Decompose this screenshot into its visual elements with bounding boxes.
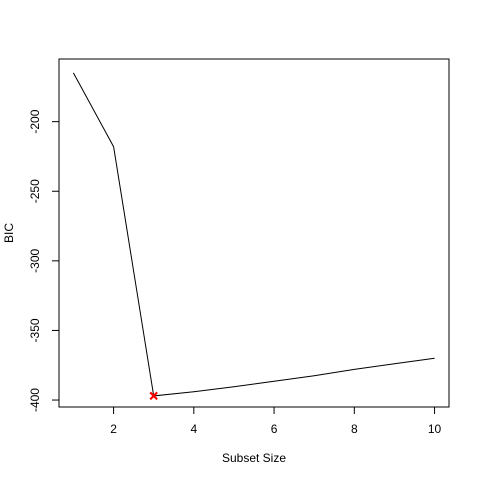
bic-series-line bbox=[72, 72, 435, 397]
x-axis-label: Subset Size bbox=[222, 451, 286, 465]
min-bic-marker bbox=[149, 391, 158, 401]
y-axis-label: BIC bbox=[2, 223, 16, 243]
y-tick-label: -200 bbox=[28, 109, 42, 133]
x-tick-label: 8 bbox=[351, 422, 358, 436]
y-tick-label: -250 bbox=[28, 179, 42, 203]
x-tick-label: 4 bbox=[190, 422, 197, 436]
y-tick-label: -350 bbox=[28, 318, 42, 342]
x-tick-label: 2 bbox=[110, 422, 117, 436]
marks-layer bbox=[149, 391, 158, 401]
axes: 2 4 6 8 10 -400 -350 -300 -250 -200 bbox=[28, 58, 450, 436]
series-layer bbox=[72, 72, 435, 397]
y-tick-label: -400 bbox=[28, 388, 42, 412]
y-tick-label: -300 bbox=[28, 249, 42, 273]
x-tick-label: 10 bbox=[428, 422, 442, 436]
min-bic-marker-stroke bbox=[149, 391, 158, 401]
x-tick-label: 6 bbox=[271, 422, 278, 436]
